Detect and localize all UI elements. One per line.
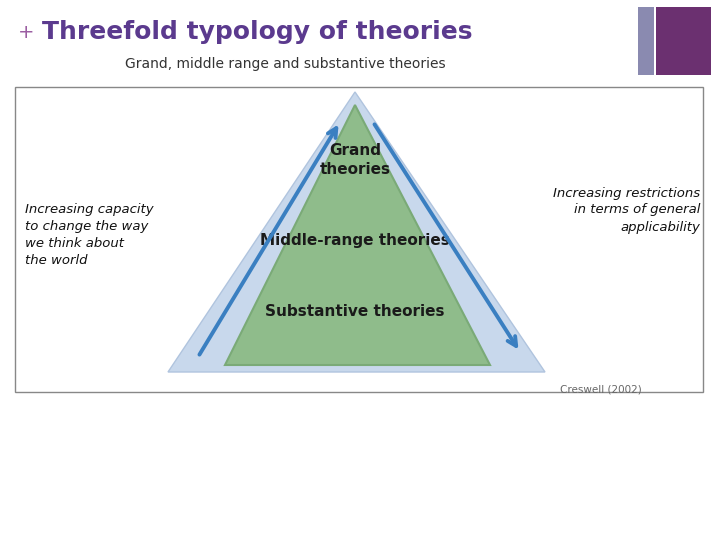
Bar: [638, 7, 654, 75]
Polygon shape: [168, 92, 545, 372]
Polygon shape: [225, 105, 490, 365]
Text: Middle-range theories: Middle-range theories: [260, 233, 450, 247]
Text: Creswell (2002): Creswell (2002): [560, 384, 642, 394]
Text: Grand, middle range and substantive theories: Grand, middle range and substantive theo…: [125, 57, 445, 71]
Text: Substantive theories: Substantive theories: [265, 305, 445, 320]
Text: +: +: [18, 23, 35, 42]
Text: Increasing restrictions
in terms of general
applicability: Increasing restrictions in terms of gene…: [553, 186, 700, 233]
Text: Increasing capacity
to change the way
we think about
the world: Increasing capacity to change the way we…: [25, 203, 153, 267]
Bar: [15, 87, 703, 392]
Text: Threefold typology of theories: Threefold typology of theories: [42, 20, 472, 44]
Bar: [656, 7, 711, 75]
Text: Grand
theories: Grand theories: [320, 143, 390, 177]
